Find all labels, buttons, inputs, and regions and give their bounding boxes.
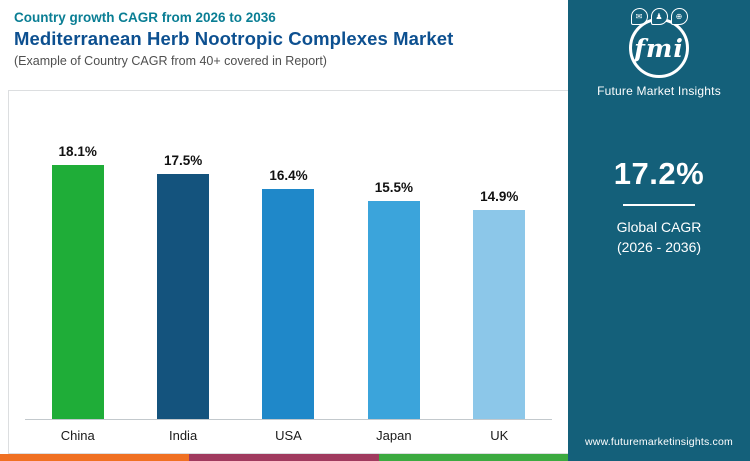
header-subtitle: Country growth CAGR from 2026 to 2036 xyxy=(14,10,276,25)
strip-segment-2 xyxy=(189,454,379,461)
bar-china xyxy=(51,165,104,419)
bar-india xyxy=(157,173,210,419)
website-url: www.futuremarketinsights.com xyxy=(585,436,733,448)
bar-category-label: China xyxy=(60,428,95,443)
global-cagr-value: 17.2% xyxy=(613,156,705,191)
sidebar: ✉ ♟ ⊕ fmi Future Market Insights 17.2% G… xyxy=(568,0,750,461)
page-title: Mediterranean Herb Nootropic Complexes M… xyxy=(14,28,454,49)
brand-name: Future Market Insights xyxy=(597,84,721,98)
global-cagr-label-line1: Global CAGR xyxy=(616,219,702,235)
bar-category-label: UK xyxy=(490,428,509,443)
mail-icon: ✉ xyxy=(630,8,648,25)
cats-row: China India USA Japan UK xyxy=(25,428,552,443)
bar-category-label: India xyxy=(168,428,198,443)
main-column: Country growth CAGR from 2026 to 2036 Me… xyxy=(0,0,568,461)
strip-segment-1 xyxy=(0,454,190,461)
bar-category-label: USA xyxy=(275,428,302,443)
chart-card: 18.1% 17.5% 16.4% 15.5% 14.9% China India USA J… xyxy=(8,90,568,454)
bar-value-label: 18.1% xyxy=(58,144,97,160)
bar-value-label: 17.5% xyxy=(163,152,203,168)
bar-group-india: 17.5% xyxy=(130,113,235,419)
bar-usa xyxy=(262,188,315,419)
bar-value-label: 14.9% xyxy=(480,189,519,205)
cagr-divider xyxy=(623,204,695,206)
fmi-logo: fmi xyxy=(629,18,689,78)
person-icon: ♟ xyxy=(650,8,668,25)
bar-japan xyxy=(367,201,420,419)
bar-group-japan: 15.5% xyxy=(341,113,446,419)
header: Country growth CAGR from 2026 to 2036 Me… xyxy=(0,0,568,90)
logo-icons: ✉ ♟ ⊕ xyxy=(630,8,688,25)
bar-group-usa: 16.4% xyxy=(236,113,341,419)
globe-icon: ⊕ xyxy=(670,8,688,25)
bar-category-label: Japan xyxy=(376,428,412,443)
bar-value-label: 15.5% xyxy=(374,180,413,196)
header-note: (Example of Country CAGR from 40+ covere… xyxy=(14,54,327,68)
bars-row: 18.1% 17.5% 16.4% 15.5% 14.9% xyxy=(25,113,552,420)
strip-segment-3 xyxy=(378,454,568,461)
bar-uk xyxy=(473,210,526,419)
bar-value-label: 16.4% xyxy=(269,167,308,183)
footer-color-strip xyxy=(0,454,568,461)
global-cagr-label-line2: (2026 - 2036) xyxy=(616,238,702,255)
bar-group-china: 18.1% xyxy=(25,113,130,419)
global-cagr-label: Global CAGR (2026 - 2036) xyxy=(617,218,702,257)
bar-group-uk: 14.9% xyxy=(447,113,552,419)
